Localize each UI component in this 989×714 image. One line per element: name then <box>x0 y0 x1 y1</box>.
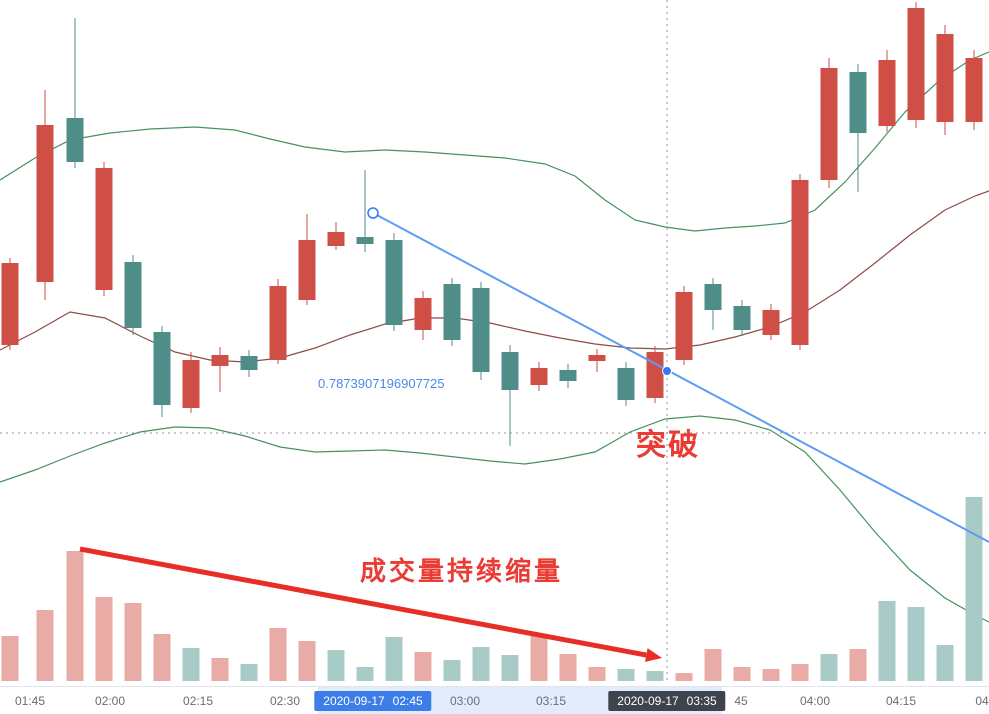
time-tick-label: 03:00 <box>449 694 481 708</box>
candle-body <box>733 306 751 330</box>
volume-bar <box>95 597 113 681</box>
candle-body <box>472 288 490 372</box>
trendline-value-label: 0.7873907196907725 <box>318 376 445 391</box>
time-tick-label: 02:15 <box>182 694 214 708</box>
candle-body <box>646 352 664 398</box>
candle-body <box>588 355 606 361</box>
candle-body <box>762 310 780 335</box>
volume-bar <box>36 610 54 681</box>
volume-bar <box>704 649 722 681</box>
candle-body <box>704 284 722 310</box>
candle-body <box>559 370 577 381</box>
time-tick-label: 04 <box>975 694 989 708</box>
time-tick-label: 02:00 <box>94 694 126 708</box>
time-tick-label: 02:30 <box>269 694 301 708</box>
volume-bar <box>298 641 316 681</box>
volume-bar <box>153 634 171 681</box>
candle-body <box>385 240 403 325</box>
candle-body <box>530 368 548 385</box>
candle-body <box>124 262 142 328</box>
volume-annotation[interactable]: 成交量持续缩量 <box>360 556 564 586</box>
volume-bar <box>443 660 461 681</box>
volume-bar <box>472 647 490 681</box>
trendline-start-handle[interactable] <box>367 207 379 219</box>
candle-body <box>617 368 635 400</box>
volume-bar <box>327 650 345 681</box>
volume-bar <box>356 667 374 681</box>
candle-body <box>965 58 983 122</box>
candle-body <box>936 34 954 122</box>
volume-bar <box>240 664 258 681</box>
candle-body <box>240 356 258 370</box>
volume-bar <box>907 607 925 681</box>
time-tick-label: 03:15 <box>535 694 567 708</box>
volume-bar <box>66 551 84 681</box>
volume-bar <box>791 664 809 681</box>
candle-body <box>95 168 113 290</box>
candle-body <box>791 180 809 345</box>
trendline-anchor-handle[interactable] <box>662 366 672 376</box>
axis-badge-start-time: 02:45 <box>392 694 423 708</box>
volume-bar <box>269 628 287 681</box>
volume-bar <box>849 649 867 681</box>
volume-bar <box>530 634 548 681</box>
candle-body <box>356 237 374 244</box>
volume-bar <box>385 637 403 681</box>
bollinger-middle-band <box>0 190 989 363</box>
volume-bar <box>675 673 693 681</box>
volume-bar <box>211 658 229 681</box>
time-tick-label: 04:00 <box>799 694 831 708</box>
candle-body <box>211 355 229 366</box>
time-axis[interactable]: 2020-09-17 02:45 2020-09-17 03:35 01:45 0… <box>0 686 989 714</box>
bollinger-lower-band <box>0 415 989 623</box>
volume-bar <box>1 636 19 681</box>
candle-body <box>443 284 461 340</box>
volume-bar <box>588 667 606 681</box>
candle-body <box>501 352 519 390</box>
candle-body <box>414 298 432 330</box>
trend-arrow-shaft[interactable] <box>79 546 647 658</box>
axis-badge-end: 2020-09-17 03:35 <box>608 691 726 711</box>
volume-bar <box>182 648 200 681</box>
candle-body <box>182 360 200 408</box>
candle-body <box>269 286 287 360</box>
axis-badge-end-date: 2020-09-17 <box>617 694 679 708</box>
volume-bar <box>559 654 577 681</box>
volume-bar <box>820 654 838 681</box>
volume-bar <box>617 669 635 681</box>
volume-bar <box>124 603 142 681</box>
volume-bar <box>936 645 954 681</box>
candle-body <box>298 240 316 300</box>
volume-bar <box>733 667 751 681</box>
candle-body <box>849 72 867 133</box>
trendline[interactable] <box>372 212 989 543</box>
candle-body <box>878 60 896 126</box>
time-tick-label: 01:45 <box>14 694 46 708</box>
candle-body <box>36 125 54 282</box>
volume-bar <box>646 671 664 681</box>
volume-bar <box>762 669 780 681</box>
candle-body <box>820 68 838 180</box>
candle-body <box>327 232 345 246</box>
volume-bar <box>414 652 432 681</box>
bollinger-upper-band <box>0 51 989 232</box>
time-tick-label: 45 <box>734 694 748 708</box>
candle-body <box>66 118 84 162</box>
time-tick-label: 04:15 <box>885 694 917 708</box>
volume-bar <box>878 601 896 681</box>
axis-badge-end-time: 03:35 <box>686 694 717 708</box>
volume-bar <box>501 655 519 681</box>
volume-bar <box>965 497 983 681</box>
candle-body <box>675 292 693 360</box>
candle-body <box>1 263 19 345</box>
price-chart[interactable] <box>0 0 989 686</box>
breakout-annotation[interactable]: 突破 <box>636 429 700 462</box>
axis-badge-start: 2020-09-17 02:45 <box>314 691 432 711</box>
candle-body <box>907 8 925 120</box>
candle-body <box>153 332 171 405</box>
trend-arrow-head[interactable] <box>644 648 662 662</box>
axis-badge-start-date: 2020-09-17 <box>323 694 385 708</box>
